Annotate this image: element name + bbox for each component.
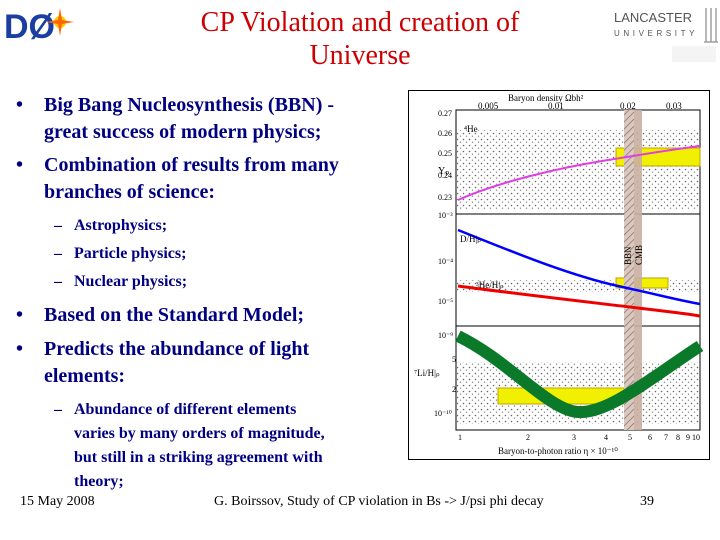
li-ticks: 10⁻⁹ 5 2 10⁻¹⁰ — [434, 331, 456, 418]
svg-text:0.03: 0.03 — [666, 101, 682, 111]
svg-text:6: 6 — [648, 433, 652, 442]
svg-text:4: 4 — [604, 433, 608, 442]
bottom-axis-label: Baryon-to-photon ratio η × 10⁻¹⁰ — [498, 446, 618, 456]
footer-date: 15 May 2008 — [20, 494, 95, 509]
svg-text:0.24: 0.24 — [438, 171, 452, 180]
top-axis-label: Baryon density Ωbh² — [508, 93, 584, 103]
bullet-combination: • Combination of results from many branc… — [16, 154, 339, 203]
d0-logo: DØ — [2, 2, 84, 46]
svg-text:2: 2 — [526, 433, 530, 442]
bullet-standard-model: • Based on the Standard Model; — [0, 302, 400, 332]
bullet-dot: • — [16, 94, 24, 116]
svg-text:10⁻¹⁰: 10⁻¹⁰ — [434, 409, 452, 418]
subbullet-nuclear-physics: Nuclear physics; — [74, 273, 188, 290]
bullet-dot: • — [16, 338, 24, 360]
svg-text:0.25: 0.25 — [438, 149, 452, 158]
dh-label: D/H|ₚ — [460, 234, 481, 244]
bullet-bbn: • Big Bang Nucleosynthesis (BBN) - great… — [16, 94, 335, 143]
svg-text:UNIVERSITY: UNIVERSITY — [614, 29, 698, 38]
svg-text:3: 3 — [572, 433, 576, 442]
svg-text:9: 9 — [686, 433, 690, 442]
bullet-dot: • — [16, 154, 24, 176]
svg-text:DØ: DØ — [4, 8, 55, 46]
subbullet-abundance: – Abundance of different elements varies… — [54, 401, 325, 490]
dh-curve — [457, 228, 701, 306]
li-label: ⁷Li/H|ₚ — [414, 368, 440, 378]
svg-text:8: 8 — [676, 433, 680, 442]
title-line-2: Universe — [309, 40, 411, 71]
slide-title: CP Violation and creation of Universe — [110, 6, 610, 72]
svg-text:2: 2 — [452, 385, 456, 394]
yp-ticks: 0.27 0.26 0.25 0.24 0.23 — [438, 109, 452, 202]
svg-text:10⁻⁴: 10⁻⁴ — [438, 257, 453, 266]
svg-text:10⁻⁵: 10⁻⁵ — [438, 297, 453, 306]
he4-observation-band — [457, 130, 699, 210]
bullet-dot: • — [16, 304, 24, 326]
svg-text:1: 1 — [458, 433, 462, 442]
cmb-band — [634, 110, 642, 430]
svg-text:0.005: 0.005 — [478, 101, 499, 111]
svg-text:0.02: 0.02 — [620, 101, 636, 111]
top-axis-ticks: 0.005 0.01 0.02 0.03 — [478, 101, 682, 111]
bbn-label: BBN — [623, 246, 633, 265]
mid-ticks: 10⁻³ 10⁻⁴ 10⁻⁵ — [438, 211, 453, 306]
svg-text:0.27: 0.27 — [438, 109, 452, 118]
svg-text:0.23: 0.23 — [438, 193, 452, 202]
he3-curve — [457, 284, 701, 318]
bbn-band — [624, 110, 634, 430]
yp-label: Yₚ — [438, 166, 450, 177]
bbn-abundance-figure: Baryon density Ωbh² 0.005 0.01 0.02 0.03… — [407, 89, 711, 461]
li7-curve — [455, 330, 704, 419]
svg-text:7: 7 — [664, 433, 668, 442]
he4-curve — [457, 145, 701, 201]
he4-label: ⁴He — [464, 124, 478, 134]
cmb-label: CMB — [634, 245, 644, 265]
svg-text:10⁻³: 10⁻³ — [438, 211, 453, 220]
he3-label: ³He/H|ₚ — [476, 280, 504, 290]
subbullets-sciences: – Astrophysics; – Particle physics; – Nucle… — [0, 214, 400, 294]
subbullet-particle-physics: Particle physics; — [74, 245, 187, 262]
svg-text:10: 10 — [692, 433, 700, 442]
svg-text:LANCASTER: LANCASTER — [614, 10, 692, 25]
svg-text:0.01: 0.01 — [548, 101, 564, 111]
bottom-axis-ticks: 1 2 3 4 5 6 7 8 9 10 — [458, 433, 700, 442]
svg-text:10⁻⁹: 10⁻⁹ — [438, 331, 453, 340]
svg-text:5: 5 — [452, 355, 456, 364]
bullet-predicts: • Predicts the abundance of light elemen… — [16, 338, 310, 387]
footer-center: G. Boirssov, Study of CP violation in Bs… — [214, 494, 544, 509]
lancaster-logo: LANCASTER UNIVERSITY — [612, 2, 718, 62]
subbullet-astrophysics: Astrophysics; — [74, 217, 168, 234]
svg-text:5: 5 — [628, 433, 632, 442]
title-line-1: CP Violation and creation of — [200, 7, 520, 38]
footer-page-number: 39 — [640, 494, 654, 509]
svg-text:0.26: 0.26 — [438, 129, 452, 138]
